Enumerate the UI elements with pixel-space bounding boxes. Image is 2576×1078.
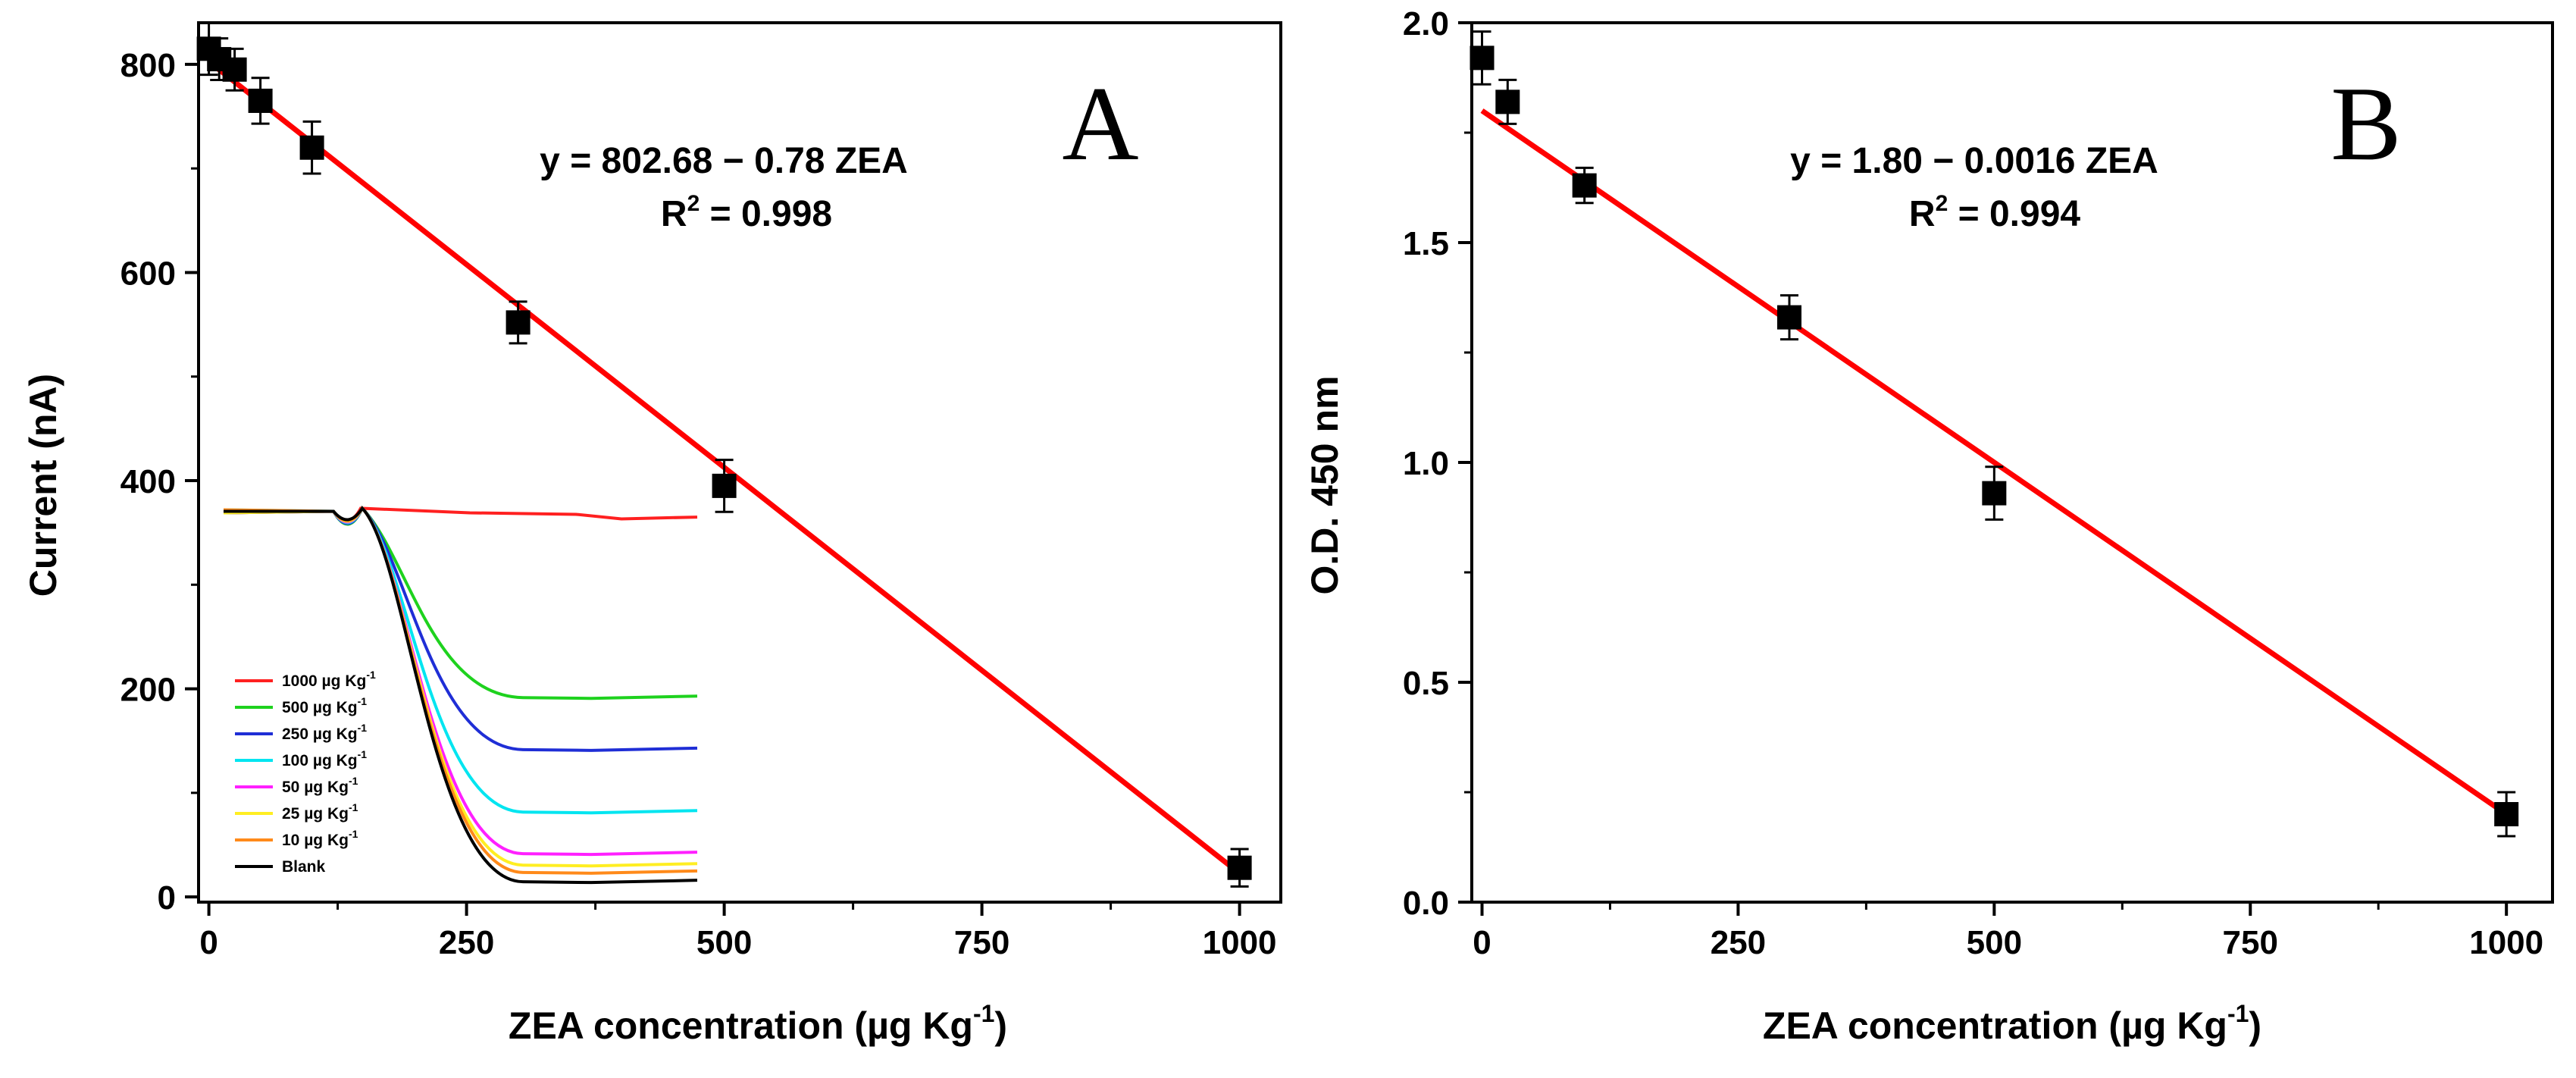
panel-a-x-axis-ticks: 0 250 500 750 1000 — [199, 902, 1277, 961]
inset-legend-label: 500 µg Kg-1 — [282, 695, 367, 716]
panel-a-data-point — [712, 473, 737, 498]
panel-a-plot-frame — [197, 21, 1282, 904]
panel-b-label: B — [2330, 65, 2401, 183]
panel-b-data-point — [1777, 305, 1802, 330]
panel-b-equation: y = 1.80 − 0.0016 ZEA — [1790, 141, 2158, 181]
panel-a-x-tick-label: 1000 — [1203, 924, 1277, 961]
panel-a-x-tick-label: 500 — [696, 924, 752, 961]
panel-a-data-point — [505, 310, 531, 335]
panel-b-y-axis-title: O.D. 450 nm — [1304, 376, 1346, 595]
panel-b-y-tick-label: 0.5 — [1403, 665, 1449, 702]
panel-a-equation: y = 802.68 − 0.78 ZEA — [540, 141, 908, 181]
panel-a-chart: 1000 µg Kg-1 500 µg Kg-1 250 µg Kg-1 100 µg… — [22, 21, 1282, 1047]
panel-b-data-point — [2494, 802, 2519, 826]
panel-a-data-point — [1227, 855, 1252, 880]
panel-a-label: A — [1062, 65, 1138, 183]
panel-a-y-axis-ticks: 0 200 400 600 800 — [121, 47, 199, 917]
panel-b-data-point — [1982, 481, 2007, 506]
inset-trace-500 — [224, 505, 698, 700]
inset-legend-label: 50 µg Kg-1 — [282, 775, 358, 796]
panel-b-fit-line-group — [1480, 108, 2509, 816]
inset-legend-label: 1000 µg Kg-1 — [282, 669, 376, 690]
panel-a-x-axis-title: ZEA concentration (µg Kg-1) — [509, 1000, 1007, 1047]
panel-b-x-tick-label: 250 — [1711, 924, 1766, 961]
panel-b-fit-line — [1480, 108, 2509, 816]
inset-legend-label: 10 µg Kg-1 — [282, 828, 358, 849]
inset-legend-label: 250 µg Kg-1 — [282, 722, 367, 743]
panel-b-x-axis-ticks: 0 250 500 750 1000 — [1473, 902, 2543, 961]
panel-b-y-tick-label: 1.0 — [1403, 445, 1449, 482]
panel-b-x-tick-label: 750 — [2223, 924, 2278, 961]
panel-b-data-point — [1495, 89, 1520, 114]
panel-a-y-axis-title: Current (nA) — [22, 374, 64, 597]
panel-a-y-tick-label: 800 — [121, 47, 176, 84]
panel-a-inset: 1000 µg Kg-1 500 µg Kg-1 250 µg Kg-1 100 µg… — [223, 505, 698, 885]
panel-a-x-tick-label: 250 — [439, 924, 494, 961]
panel-a-data-point — [299, 135, 324, 160]
panel-b-data-point — [1572, 173, 1597, 198]
panel-b-y-tick-label: 1.5 — [1403, 225, 1449, 262]
panel-a-y-tick-label: 600 — [121, 255, 176, 292]
panel-b-r-squared: R2 = 0.994 — [1909, 191, 2080, 234]
panel-b-x-tick-label: 500 — [1967, 924, 2022, 961]
panel-a-r-squared: R2 = 0.998 — [661, 191, 832, 234]
inset-legend-label: 25 µg Kg-1 — [282, 801, 358, 823]
panel-b-x-tick-label: 1000 — [2469, 924, 2543, 961]
panel-a-points-group — [196, 21, 1252, 888]
panel-b-x-axis-title: ZEA concentration (µg Kg-1) — [1763, 1000, 2261, 1047]
panel-b-y-axis-ticks: 0.0 0.5 1.0 1.5 2.0 — [1403, 5, 1472, 922]
inset-legend-label: Blank — [282, 858, 326, 876]
inset-legend-label: 100 µg Kg-1 — [282, 748, 367, 769]
panel-b-y-tick-label: 2.0 — [1403, 5, 1449, 42]
panel-b-points-group — [1470, 30, 2519, 838]
panel-b-chart: 0 250 500 750 1000 0.0 0.5 1.0 1.5 2.0 y = 1.80 … — [1304, 5, 2554, 1047]
panel-a-y-tick-label: 400 — [121, 463, 176, 500]
panel-b-y-tick-label: 0.0 — [1403, 885, 1449, 922]
panel-a-data-point — [222, 57, 247, 82]
panel-a-y-tick-label: 0 — [158, 879, 176, 917]
panel-a-y-tick-label: 200 — [121, 672, 176, 709]
inset-trace-blank — [224, 506, 698, 885]
panel-a-data-point — [248, 88, 273, 113]
panel-a-x-tick-label: 0 — [199, 924, 218, 961]
panel-a-x-tick-label: 750 — [954, 924, 1009, 961]
panel-b-x-tick-label: 0 — [1473, 924, 1491, 961]
panel-b-data-point — [1470, 45, 1495, 71]
